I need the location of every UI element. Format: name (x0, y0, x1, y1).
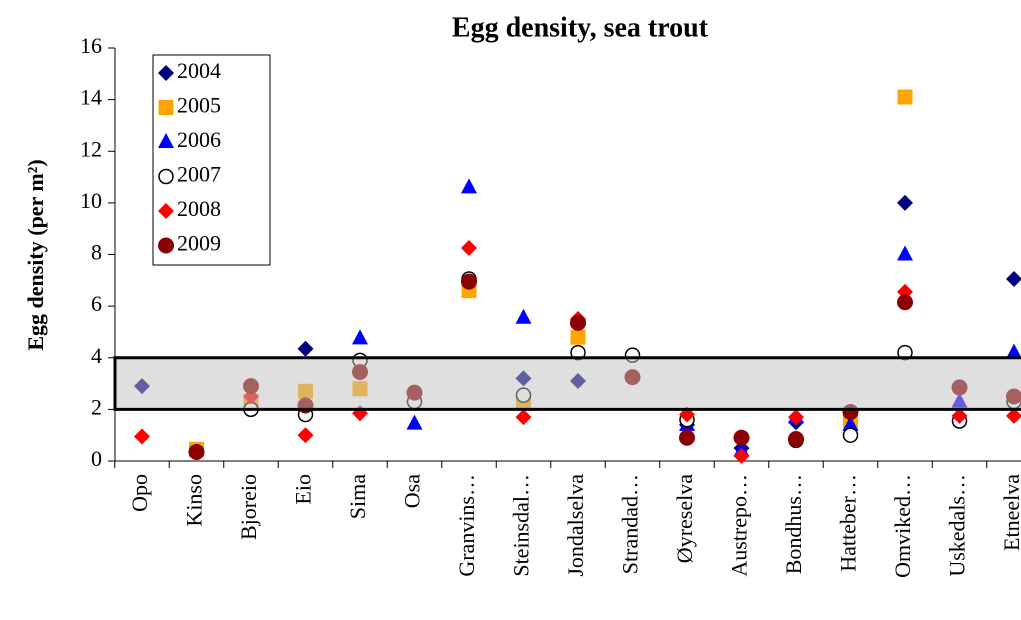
marker (788, 431, 804, 448)
legend-label: 2009 (177, 231, 221, 256)
y-tick-label: 6 (91, 291, 102, 316)
legend-marker (158, 203, 174, 219)
x-tick-label: Austrepo… (727, 474, 752, 577)
y-axis-label: Egg density (per m²) (23, 159, 48, 350)
marker (461, 273, 477, 290)
x-tick-label: Øyreselva (672, 474, 697, 563)
x-tick-label: Etneelva (999, 474, 1021, 551)
marker (951, 407, 968, 424)
legend-label: 2007 (177, 162, 221, 187)
marker (515, 308, 532, 324)
legend-marker (158, 133, 174, 148)
x-tick-label: Hatteber… (836, 474, 861, 572)
x-tick-label: Sima (345, 474, 370, 519)
y-tick-label: 8 (91, 240, 102, 265)
marker (570, 314, 586, 331)
x-tick-label: Kinso (182, 474, 207, 527)
x-tick-label: Granvins… (454, 474, 479, 577)
x-tick-label: Bondhus… (781, 474, 806, 574)
marker (352, 329, 368, 345)
legend-box (152, 54, 271, 266)
marker (461, 178, 477, 194)
legend-label: 2005 (177, 93, 221, 118)
legend-label: 2006 (177, 127, 221, 152)
reference-band (113, 356, 1021, 411)
marker (897, 245, 913, 261)
marker (297, 340, 314, 357)
y-tick-label: 10 (80, 188, 102, 213)
x-tick-label: Omviked… (890, 474, 915, 578)
marker (897, 194, 913, 211)
legend-label: 2004 (177, 58, 221, 83)
marker (897, 294, 913, 311)
y-tick-label: 0 (91, 446, 102, 471)
legend-marker (158, 100, 174, 115)
legend-marker (158, 168, 174, 185)
marker (1006, 271, 1021, 288)
x-tick-label: Opo (127, 474, 152, 512)
marker (134, 428, 150, 445)
marker (461, 240, 477, 257)
legend-marker (158, 237, 174, 254)
x-tick-label: Uskedals… (945, 474, 970, 577)
x-tick-label: Steinsdal… (509, 474, 534, 577)
marker (515, 409, 532, 426)
marker (1006, 343, 1021, 359)
y-tick-label: 2 (91, 394, 102, 419)
legend-marker (158, 65, 174, 81)
chart-title: Egg density, sea trout (452, 12, 709, 43)
marker (570, 329, 586, 345)
y-tick-label: 12 (80, 136, 102, 161)
marker (733, 447, 750, 464)
marker (297, 427, 314, 444)
marker (1006, 407, 1021, 424)
marker (897, 89, 913, 105)
x-tick-label: Jondalselva (563, 474, 588, 577)
marker (188, 443, 205, 460)
x-tick-label: Osa (400, 474, 425, 508)
marker (788, 409, 804, 426)
x-tick-label: Eio (291, 474, 316, 505)
x-tick-label: Strandad… (618, 474, 643, 574)
marker (842, 415, 859, 431)
marker (842, 427, 859, 443)
y-tick-label: 4 (91, 343, 102, 368)
x-tick-label: Bjoreio (236, 474, 261, 540)
marker (733, 429, 750, 446)
y-tick-label: 16 (80, 33, 102, 58)
y-tick-label: 14 (80, 85, 102, 110)
legend-label: 2008 (177, 196, 221, 221)
marker (679, 429, 695, 446)
marker (406, 414, 423, 430)
